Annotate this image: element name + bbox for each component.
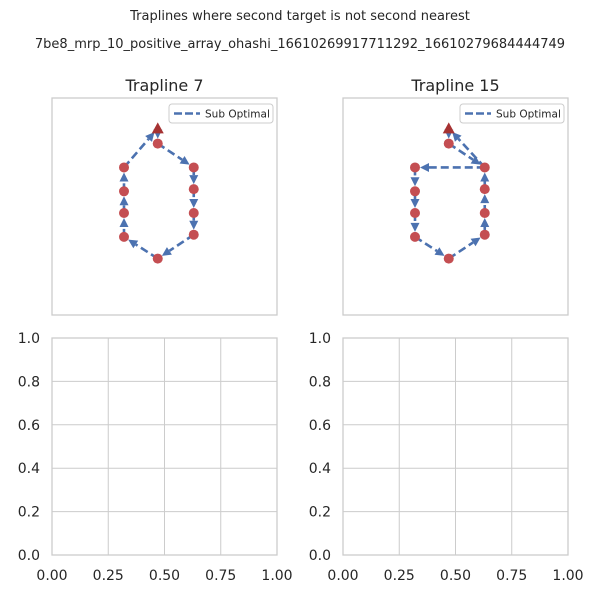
y-tick-label: 0.2 [309,505,331,521]
route-arrowhead [119,196,129,206]
route-arrowhead [434,247,445,256]
legend-box [459,103,565,124]
x-tick-label: 0.75 [496,568,527,584]
route-arrowhead [420,162,429,172]
nest-marker [151,122,164,134]
y-tick-label: 0.8 [18,374,40,390]
route-arrowhead [119,218,129,228]
flower-point [479,184,490,195]
flower-point [188,208,199,219]
y-tick-label: 0.4 [309,461,331,477]
flower-point [119,162,129,173]
x-tick-label: 0.75 [205,568,236,584]
flower-point [119,186,129,197]
x-tick-label: 0.25 [384,568,415,584]
route-arrowhead [410,177,420,187]
route-arrowhead [189,175,199,185]
route-arrowhead [128,239,139,249]
axes-frame [51,337,278,556]
route-arrowhead [179,155,190,165]
axes-1: Sub Optimal [51,97,278,316]
route-arrowhead [470,237,481,247]
x-tick-label: 0.00 [36,568,67,584]
axes-4: 0.00 0.25 0.50 0.75 1.00 0.0 0.2 0.4 0.6 0.8 1.0 [309,331,584,584]
route-arrowhead [161,247,172,256]
flower-point [152,253,163,264]
axes-3: 0.00 0.25 0.50 0.75 1.00 0.0 0.2 0.4 0.6 0.8 1.0 [18,331,293,584]
y-tick-label: 1.0 [18,331,40,347]
route-arrowhead [480,194,490,204]
axes-frame [342,97,569,316]
legend-label: Sub Optimal [205,109,270,121]
flower-point [479,229,490,240]
y-tick-label: 0.4 [18,461,40,477]
panel-title-1: Trapline 7 [125,76,204,95]
flower-point [188,184,199,195]
route-arrowhead [189,199,199,209]
y-tick-label: 0.6 [18,418,40,434]
x-tick-label: 0.25 [93,568,124,584]
flower-point [152,138,163,149]
route-segment [457,137,486,169]
route-arrowhead [119,172,129,182]
route-arrowhead [480,172,490,182]
x-tick-label: 0.50 [149,568,180,584]
route-arrowhead [470,155,481,165]
flower-point [119,231,129,242]
route-arrowhead [480,218,490,228]
y-tick-label: 0.2 [18,505,40,521]
route-arrowhead [410,222,420,232]
route-arrowhead [189,220,199,230]
flower-point [119,208,129,219]
y-tick-label: 0.0 [309,548,331,564]
flower-point [479,162,490,173]
route-arrowhead [145,132,155,142]
route-arrowhead [410,199,420,209]
nest-marker [442,122,455,134]
flower-point [188,229,199,240]
axes-2: Sub Optimal [342,97,569,316]
y-tick-label: 0.0 [18,548,40,564]
flower-point [443,138,454,149]
axes-frame [342,337,569,556]
flower-point [188,162,199,173]
flower-point [410,186,420,197]
legend-box [168,103,274,124]
flower-point [410,231,420,242]
x-tick-label: 0.50 [440,568,471,584]
flower-point [443,253,454,264]
y-tick-label: 0.8 [309,374,331,390]
x-tick-label: 0.00 [327,568,358,584]
figure-title: Traplines where second target is not sec… [130,9,470,24]
flower-point [479,208,490,219]
y-tick-label: 1.0 [309,331,331,347]
route-segment [123,138,150,169]
flower-point [410,162,420,173]
x-tick-label: 1.00 [261,568,292,584]
panel-title-2: Trapline 15 [411,76,500,95]
y-tick-label: 0.6 [309,418,331,434]
axes-frame [51,97,278,316]
figure-subtitle: 7be8_mrp_10_positive_array_ohashi_166102… [34,37,566,52]
flower-point [410,208,420,219]
legend-label: Sub Optimal [496,109,561,121]
x-tick-label: 1.00 [552,568,583,584]
route-arrowhead [452,132,462,142]
